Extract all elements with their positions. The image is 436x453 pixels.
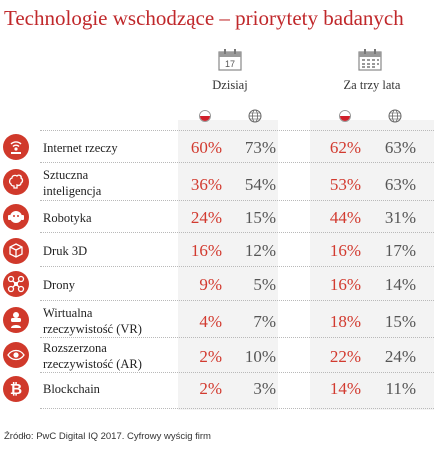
row-divider: [40, 200, 434, 201]
row-label-line: Blockchain: [43, 382, 100, 396]
future-poland-value: 62%: [329, 138, 361, 157]
row-label-line: Wirtualna: [43, 306, 93, 320]
source-note: Źródło: PwC Digital IQ 2017. Cyfrowy wyś…: [4, 431, 211, 442]
calendar-icon-today: 17: [218, 49, 242, 76]
today-world-value: 73%: [244, 138, 276, 157]
future-world-value: 31%: [384, 208, 416, 227]
today-poland-value: 60%: [190, 138, 222, 157]
today-world-value: 15%: [244, 208, 276, 227]
today-world-value: 5%: [253, 275, 276, 294]
row-divider: [40, 300, 434, 301]
row-label: Sztuczna inteligencja: [43, 167, 101, 199]
future-world-value: 17%: [384, 241, 416, 260]
column-header-today: Dzisiaj: [212, 78, 248, 92]
today-poland-value: 36%: [190, 175, 222, 194]
today-poland-value: 2%: [199, 379, 222, 398]
row-label-line: Rozszerzona: [43, 341, 107, 355]
today-world-value: 12%: [244, 241, 276, 260]
today-world-value: 10%: [244, 347, 276, 366]
row-label: Internet rzeczy: [43, 140, 118, 156]
calendar-day-text: 17: [225, 59, 235, 69]
today-poland-value: 16%: [190, 241, 222, 260]
future-poland-value: 16%: [329, 275, 361, 294]
drone-icon: [3, 271, 29, 297]
poland-flag-icon: [339, 110, 351, 122]
future-world-value: 63%: [384, 138, 416, 157]
future-world-value: 11%: [385, 379, 416, 398]
globe-icon: [388, 109, 402, 128]
row-label-line: rzeczywistość (AR): [43, 357, 142, 371]
row-divider: [40, 266, 434, 267]
today-poland-value: 2%: [199, 347, 222, 366]
row-divider: [40, 130, 434, 131]
cube-print-icon: [3, 238, 29, 264]
row-label-line: Druk 3D: [43, 244, 88, 258]
row-label: Robotyka: [43, 210, 92, 226]
future-poland-value: 53%: [329, 175, 361, 194]
future-poland-value: 16%: [329, 241, 361, 260]
row-label-line: Internet rzeczy: [43, 141, 118, 155]
row-label: Druk 3D: [43, 243, 87, 259]
brain-icon: [3, 169, 29, 195]
calendar-grid-icon-future: [358, 49, 382, 76]
future-poland-value: 22%: [329, 347, 361, 366]
future-poland-value: 18%: [329, 312, 361, 331]
future-poland-value: 44%: [329, 208, 361, 227]
future-world-value: 24%: [384, 347, 416, 366]
row-label-line: Sztuczna: [43, 168, 89, 182]
future-panel: [310, 120, 434, 410]
wifi-tower-icon: [3, 134, 29, 160]
future-world-value: 63%: [384, 175, 416, 194]
today-poland-value: 24%: [190, 208, 222, 227]
row-label-line: Drony: [43, 278, 75, 292]
today-world-value: 3%: [253, 379, 276, 398]
svg-text:₿: ₿: [10, 380, 22, 398]
poland-flag-icon: [199, 110, 211, 122]
row-label: Wirtualna rzeczywistość (VR): [43, 305, 142, 337]
globe-icon: [248, 109, 262, 128]
future-poland-value: 14%: [329, 379, 361, 398]
ar-eye-icon: [3, 342, 29, 368]
row-divider: [40, 408, 434, 409]
row-divider: [40, 162, 434, 163]
today-panel: [178, 120, 278, 410]
future-world-value: 15%: [384, 312, 416, 331]
row-label-line: Robotyka: [43, 211, 92, 225]
chart-title: Technologie wschodzące – priorytety bada…: [4, 6, 404, 30]
today-world-value: 7%: [253, 312, 276, 331]
column-header-future: Za trzy lata: [343, 78, 401, 92]
today-poland-value: 4%: [199, 312, 222, 331]
vr-headset-icon: [3, 307, 29, 333]
row-label: Blockchain: [43, 381, 100, 397]
row-label: Drony: [43, 277, 75, 293]
row-divider: [40, 232, 434, 233]
robot-head-icon: [3, 204, 29, 230]
bitcoin-icon: ₿: [3, 376, 29, 402]
row-label: Rozszerzona rzeczywistość (AR): [43, 340, 142, 372]
future-world-value: 14%: [384, 275, 416, 294]
row-label-line: inteligencja: [43, 184, 102, 198]
today-world-value: 54%: [244, 175, 276, 194]
today-poland-value: 9%: [199, 275, 222, 294]
row-divider: [40, 372, 434, 373]
row-divider: [40, 337, 434, 338]
row-label-line: rzeczywistość (VR): [43, 322, 142, 336]
